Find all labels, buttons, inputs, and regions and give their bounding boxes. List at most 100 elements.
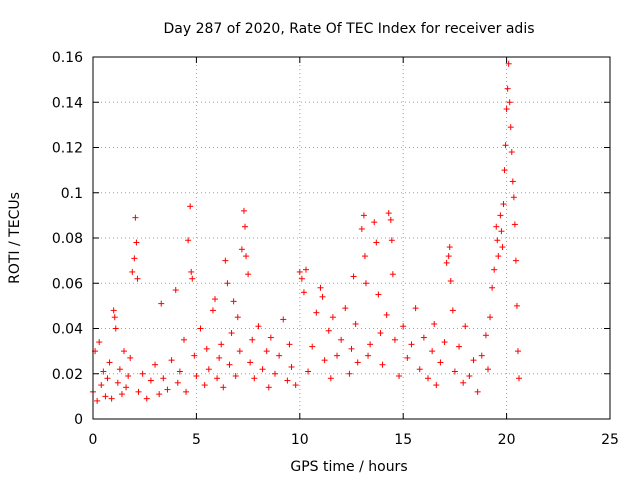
data-point xyxy=(296,268,303,275)
data-point xyxy=(443,259,450,266)
data-point xyxy=(462,323,469,330)
data-point xyxy=(220,384,227,391)
data-point xyxy=(94,397,101,404)
data-point xyxy=(168,357,175,364)
data-point xyxy=(123,384,130,391)
data-point xyxy=(354,359,361,366)
data-point xyxy=(135,388,142,395)
data-point xyxy=(466,373,473,380)
data-point xyxy=(319,293,326,300)
y-tick-label: 0 xyxy=(74,412,83,428)
data-point xyxy=(360,212,367,219)
data-point xyxy=(212,296,219,303)
data-point xyxy=(365,352,372,359)
data-point xyxy=(205,366,212,373)
data-point xyxy=(241,223,248,230)
data-point xyxy=(96,339,103,346)
data-point xyxy=(187,203,194,210)
x-tick-label: 25 xyxy=(601,432,619,448)
data-point xyxy=(447,277,454,284)
x-axis-label: GPS time / hours xyxy=(290,459,407,475)
data-point xyxy=(98,382,105,389)
y-tick-label: 0.16 xyxy=(52,50,83,66)
data-point xyxy=(499,244,506,251)
data-point xyxy=(286,341,293,348)
data-point xyxy=(280,316,287,323)
data-point xyxy=(416,366,423,373)
data-point xyxy=(431,320,438,327)
data-point xyxy=(134,275,141,282)
data-point xyxy=(400,323,407,330)
data-point xyxy=(183,388,190,395)
data-point xyxy=(388,237,395,244)
data-point xyxy=(334,352,341,359)
data-point xyxy=(420,334,427,341)
data-point xyxy=(288,363,295,370)
data-point xyxy=(371,219,378,226)
data-point xyxy=(224,280,231,287)
data-point xyxy=(325,327,332,334)
data-point xyxy=(373,239,380,246)
data-point xyxy=(412,305,419,312)
data-point xyxy=(104,375,111,382)
data-point xyxy=(494,237,501,244)
data-point xyxy=(267,334,274,341)
data-point xyxy=(507,124,514,131)
data-point xyxy=(106,359,113,366)
data-point xyxy=(108,395,115,402)
data-point xyxy=(514,348,521,355)
data-point xyxy=(361,253,368,260)
chart-title: Day 287 of 2020, Rate Of TEC Index for r… xyxy=(163,21,534,37)
data-point xyxy=(102,393,109,400)
data-point xyxy=(375,291,382,298)
data-point xyxy=(513,302,520,309)
data-point xyxy=(238,246,245,253)
data-point xyxy=(218,341,225,348)
data-point xyxy=(158,300,165,307)
data-point xyxy=(429,348,436,355)
data-point xyxy=(243,253,250,260)
data-point xyxy=(348,345,355,352)
data-point xyxy=(510,194,517,201)
data-point xyxy=(367,341,374,348)
data-point xyxy=(396,373,403,380)
data-point xyxy=(133,239,140,246)
data-point xyxy=(437,359,444,366)
data-point xyxy=(502,142,509,149)
data-point xyxy=(112,325,119,332)
data-point xyxy=(309,343,316,350)
data-point xyxy=(216,354,223,361)
data-point xyxy=(255,323,262,330)
data-point xyxy=(284,377,291,384)
data-point xyxy=(251,375,258,382)
data-point xyxy=(249,336,256,343)
data-point xyxy=(263,348,270,355)
data-point xyxy=(265,384,272,391)
data-point xyxy=(484,366,491,373)
data-point xyxy=(511,221,518,228)
data-point xyxy=(226,361,233,368)
y-tick-label: 0.08 xyxy=(52,231,83,247)
data-point xyxy=(147,377,154,384)
data-point xyxy=(491,266,498,273)
data-point xyxy=(512,257,519,264)
data-point xyxy=(234,314,241,321)
data-point xyxy=(259,366,266,373)
data-point xyxy=(209,307,216,314)
data-point xyxy=(111,314,118,321)
y-tick-label: 0.1 xyxy=(61,186,83,202)
data-point xyxy=(189,275,196,282)
data-point xyxy=(433,382,440,389)
data-point xyxy=(303,266,310,273)
data-point xyxy=(203,345,210,352)
data-points xyxy=(90,60,523,404)
data-point xyxy=(495,253,502,260)
data-point xyxy=(389,271,396,278)
data-point xyxy=(338,336,345,343)
data-point xyxy=(451,368,458,375)
data-point xyxy=(240,207,247,214)
data-point xyxy=(176,368,183,375)
data-point xyxy=(391,336,398,343)
data-point xyxy=(247,359,254,366)
data-point xyxy=(127,354,134,361)
